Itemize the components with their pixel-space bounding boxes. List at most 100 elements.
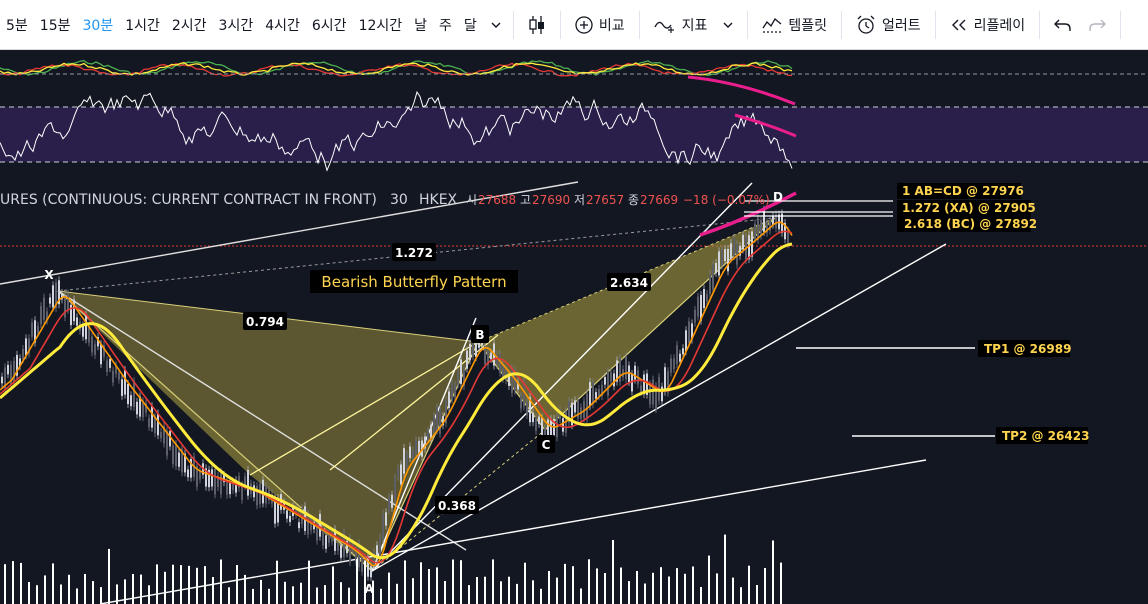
- candle-body: [463, 369, 465, 386]
- alert-button[interactable]: 얼러트: [848, 15, 929, 35]
- candle-body: [319, 513, 321, 537]
- point-x-text: X: [44, 268, 54, 282]
- volume-bar: [596, 568, 598, 604]
- legend-close-value: 27669: [640, 193, 678, 207]
- volume-bar: [388, 572, 390, 604]
- replay-button[interactable]: 리플레이: [942, 15, 1034, 35]
- volume-bar: [28, 582, 30, 604]
- timeframe-tab[interactable]: 1시간: [125, 17, 160, 34]
- timeframe-tab[interactable]: 6시간: [311, 17, 347, 34]
- candle-body: [148, 418, 150, 427]
- candle-body: [517, 382, 519, 390]
- candle-body: [82, 325, 84, 337]
- timeframe-tab[interactable]: 30분: [82, 17, 114, 34]
- candle-body: [625, 356, 627, 380]
- ratio-xd-text: 1.272: [395, 246, 433, 260]
- indicators-dropdown[interactable]: [715, 21, 741, 29]
- legend-interval: 30: [390, 192, 408, 208]
- chart-type-button[interactable]: [520, 15, 554, 35]
- pattern-title-box: [310, 270, 518, 293]
- candle-body: [85, 314, 87, 340]
- volume-bar: [140, 574, 142, 604]
- volume-bar: [316, 587, 318, 604]
- candle-body: [532, 412, 534, 423]
- candle-body: [187, 469, 189, 478]
- ratio-xd-label: 1.272: [392, 243, 436, 261]
- timeframe-dropdown-chevron-icon[interactable]: [485, 21, 507, 29]
- timeframe-tab[interactable]: 주: [439, 17, 452, 34]
- candle-body: [19, 358, 21, 367]
- volume-bar: [220, 559, 222, 604]
- candle-body: [754, 223, 756, 239]
- candle-body: [22, 349, 24, 360]
- ratio-bd-text: 2.634: [610, 276, 648, 290]
- timeframe-tab[interactable]: 4시간: [265, 17, 300, 34]
- volume-bar: [4, 564, 6, 604]
- candle-body: [151, 406, 153, 428]
- candle-body: [709, 274, 711, 295]
- timeframe-tab[interactable]: 15분: [39, 17, 71, 34]
- candle-body: [589, 382, 591, 407]
- volume-bar: [188, 565, 190, 604]
- ratio-xd-box: [392, 243, 436, 261]
- volume-bar: [460, 560, 462, 604]
- timeframe-tab[interactable]: 3시간: [218, 17, 254, 34]
- candle-body: [649, 384, 651, 405]
- volume-bar: [764, 568, 766, 604]
- timeframe-tab[interactable]: 날: [414, 17, 428, 34]
- replay-label: 리플레이: [973, 17, 1026, 34]
- candle-body: [766, 221, 768, 233]
- redo-button[interactable]: [1080, 18, 1114, 32]
- volume-bar: [148, 585, 150, 604]
- price-divergence-line: [699, 191, 797, 237]
- legend-open-value: 27688: [478, 193, 516, 207]
- ratio-ac-box: [435, 496, 479, 514]
- volume-bar: [180, 565, 182, 604]
- undo-button[interactable]: [1046, 18, 1080, 32]
- candle-body: [460, 359, 462, 384]
- candle-body: [118, 372, 120, 380]
- candle-body: [397, 468, 399, 477]
- candle-body: [577, 399, 579, 419]
- candle-body: [367, 557, 369, 577]
- candle-body: [346, 541, 348, 554]
- candle-body: [226, 480, 228, 495]
- candle-body: [52, 285, 54, 308]
- volume-bar: [276, 560, 278, 604]
- volume-bar: [500, 581, 502, 604]
- candle-body: [46, 311, 48, 321]
- candle-body: [562, 418, 564, 432]
- timeframe-tab[interactable]: 달: [463, 17, 477, 34]
- candle-body: [655, 386, 657, 410]
- legend-close-label: 종: [628, 193, 639, 207]
- candle-body: [472, 335, 474, 357]
- indicators-button[interactable]: 지표: [646, 15, 716, 35]
- candle-body: [499, 353, 501, 373]
- point-c-box: [537, 435, 555, 453]
- timeframe-tab[interactable]: 5분: [6, 17, 28, 34]
- timeframe-tab[interactable]: 2시간: [171, 17, 207, 34]
- level-bc-text: 2.618 (BC) @ 27892: [904, 217, 1037, 231]
- candle-body: [634, 365, 636, 380]
- candle-body: [70, 304, 72, 326]
- candle-body: [385, 512, 387, 526]
- level-abcd-box: [897, 183, 1021, 199]
- timeframe-tab[interactable]: 12시간: [358, 17, 403, 34]
- templates-button[interactable]: 템플릿: [754, 15, 835, 35]
- volume-bar: [124, 579, 126, 604]
- rewind-icon: [950, 18, 968, 32]
- volume-bar: [20, 562, 22, 604]
- candle-body: [466, 350, 468, 369]
- chart-canvas[interactable]: URES (CONTINUOUS: CURRENT CONTRACT IN FR…: [0, 50, 1148, 604]
- legend-symbol: URES (CONTINUOUS: CURRENT CONTRACT IN FR…: [0, 192, 377, 208]
- candle-body: [43, 297, 45, 320]
- candle-body: [289, 515, 291, 522]
- candle-body: [163, 426, 165, 444]
- candle-body: [7, 364, 9, 375]
- candle-body: [178, 452, 180, 467]
- point-b-text: B: [475, 328, 484, 342]
- legend-change: −18 (−0.07%): [683, 193, 770, 207]
- volume-bar: [68, 574, 70, 604]
- candle-body: [154, 416, 156, 434]
- compare-button[interactable]: 비교: [567, 15, 633, 35]
